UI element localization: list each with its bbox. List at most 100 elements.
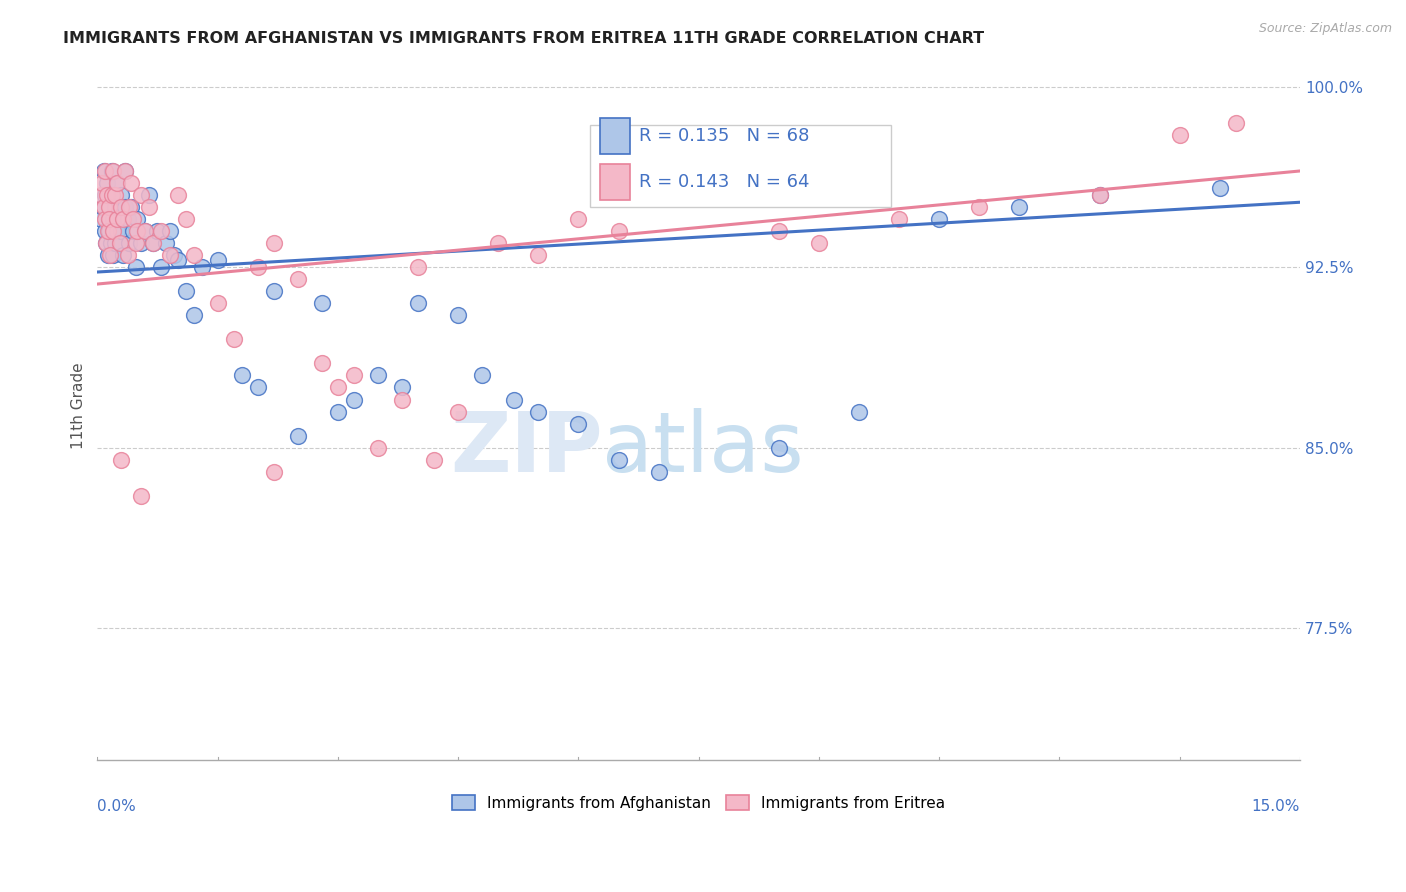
Point xyxy=(94,224,117,238)
Point xyxy=(97,248,120,262)
Point xyxy=(127,224,149,238)
Point xyxy=(105,176,128,190)
Point xyxy=(1088,188,1111,202)
Text: ZIP: ZIP xyxy=(450,408,603,489)
Point xyxy=(105,224,128,238)
Point xyxy=(159,224,181,238)
Point xyxy=(108,236,131,251)
Point xyxy=(647,465,669,479)
Point xyxy=(287,428,309,442)
Point xyxy=(120,200,142,214)
Point xyxy=(110,452,132,467)
Point xyxy=(183,248,205,262)
Point xyxy=(155,236,177,251)
Point xyxy=(122,212,145,227)
Point xyxy=(768,224,790,238)
Point xyxy=(406,260,429,275)
Point xyxy=(190,260,212,275)
Point xyxy=(91,200,114,214)
Point xyxy=(96,188,118,202)
Point xyxy=(97,224,120,238)
Point xyxy=(93,200,115,214)
Point xyxy=(503,392,526,407)
Point xyxy=(93,164,115,178)
Point xyxy=(343,392,366,407)
Point xyxy=(1225,116,1247,130)
Point xyxy=(101,188,124,202)
Point xyxy=(311,356,333,370)
Point xyxy=(527,248,550,262)
Point xyxy=(98,224,121,238)
Point xyxy=(367,368,389,383)
Point xyxy=(150,224,173,238)
Point xyxy=(134,224,156,238)
Text: 0.0%: 0.0% xyxy=(97,799,136,814)
Point xyxy=(97,212,120,227)
Point xyxy=(166,188,188,202)
Point xyxy=(391,380,413,394)
Text: 15.0%: 15.0% xyxy=(1251,799,1301,814)
Point xyxy=(311,296,333,310)
Point xyxy=(166,252,188,267)
Point xyxy=(108,236,131,251)
Point xyxy=(928,212,950,227)
Text: atlas: atlas xyxy=(603,408,804,489)
Point xyxy=(100,236,122,251)
Point xyxy=(207,252,229,267)
Text: R = 0.135   N = 68: R = 0.135 N = 68 xyxy=(638,127,808,145)
Point xyxy=(174,212,197,227)
Point xyxy=(103,164,125,178)
Point xyxy=(183,308,205,322)
Point xyxy=(127,212,149,227)
Point xyxy=(134,224,156,238)
Point xyxy=(326,404,349,418)
Legend: Immigrants from Afghanistan, Immigrants from Eritrea: Immigrants from Afghanistan, Immigrants … xyxy=(446,789,952,816)
Point xyxy=(110,188,132,202)
Point xyxy=(567,212,589,227)
Point xyxy=(567,417,589,431)
Point xyxy=(110,200,132,214)
Point xyxy=(263,285,285,299)
Point xyxy=(114,164,136,178)
Point xyxy=(98,188,121,202)
Point xyxy=(118,236,141,251)
Point xyxy=(471,368,494,383)
Point xyxy=(114,164,136,178)
Point xyxy=(117,212,139,227)
Point xyxy=(142,236,165,251)
Point xyxy=(94,212,117,227)
Point xyxy=(326,380,349,394)
Point xyxy=(263,236,285,251)
Point xyxy=(222,332,245,346)
Point xyxy=(101,164,124,178)
Point xyxy=(104,236,127,251)
Point xyxy=(118,200,141,214)
Point xyxy=(367,441,389,455)
Point xyxy=(131,188,153,202)
FancyBboxPatch shape xyxy=(600,118,630,153)
Point xyxy=(159,248,181,262)
Point xyxy=(90,212,112,227)
Point xyxy=(111,248,134,262)
Point xyxy=(96,176,118,190)
Point xyxy=(607,224,630,238)
Point xyxy=(120,176,142,190)
Point xyxy=(104,200,127,214)
Text: R = 0.143   N = 64: R = 0.143 N = 64 xyxy=(638,173,808,191)
Point xyxy=(423,452,446,467)
Point xyxy=(103,212,125,227)
Point xyxy=(150,260,173,275)
Point xyxy=(231,368,253,383)
Point xyxy=(527,404,550,418)
Point xyxy=(131,236,153,251)
Point xyxy=(96,236,118,251)
Point xyxy=(103,248,125,262)
FancyBboxPatch shape xyxy=(591,125,891,207)
FancyBboxPatch shape xyxy=(600,164,630,200)
Point xyxy=(105,212,128,227)
Point xyxy=(162,248,184,262)
Point xyxy=(111,212,134,227)
Point xyxy=(447,404,470,418)
Point xyxy=(104,188,127,202)
Point xyxy=(848,404,870,418)
